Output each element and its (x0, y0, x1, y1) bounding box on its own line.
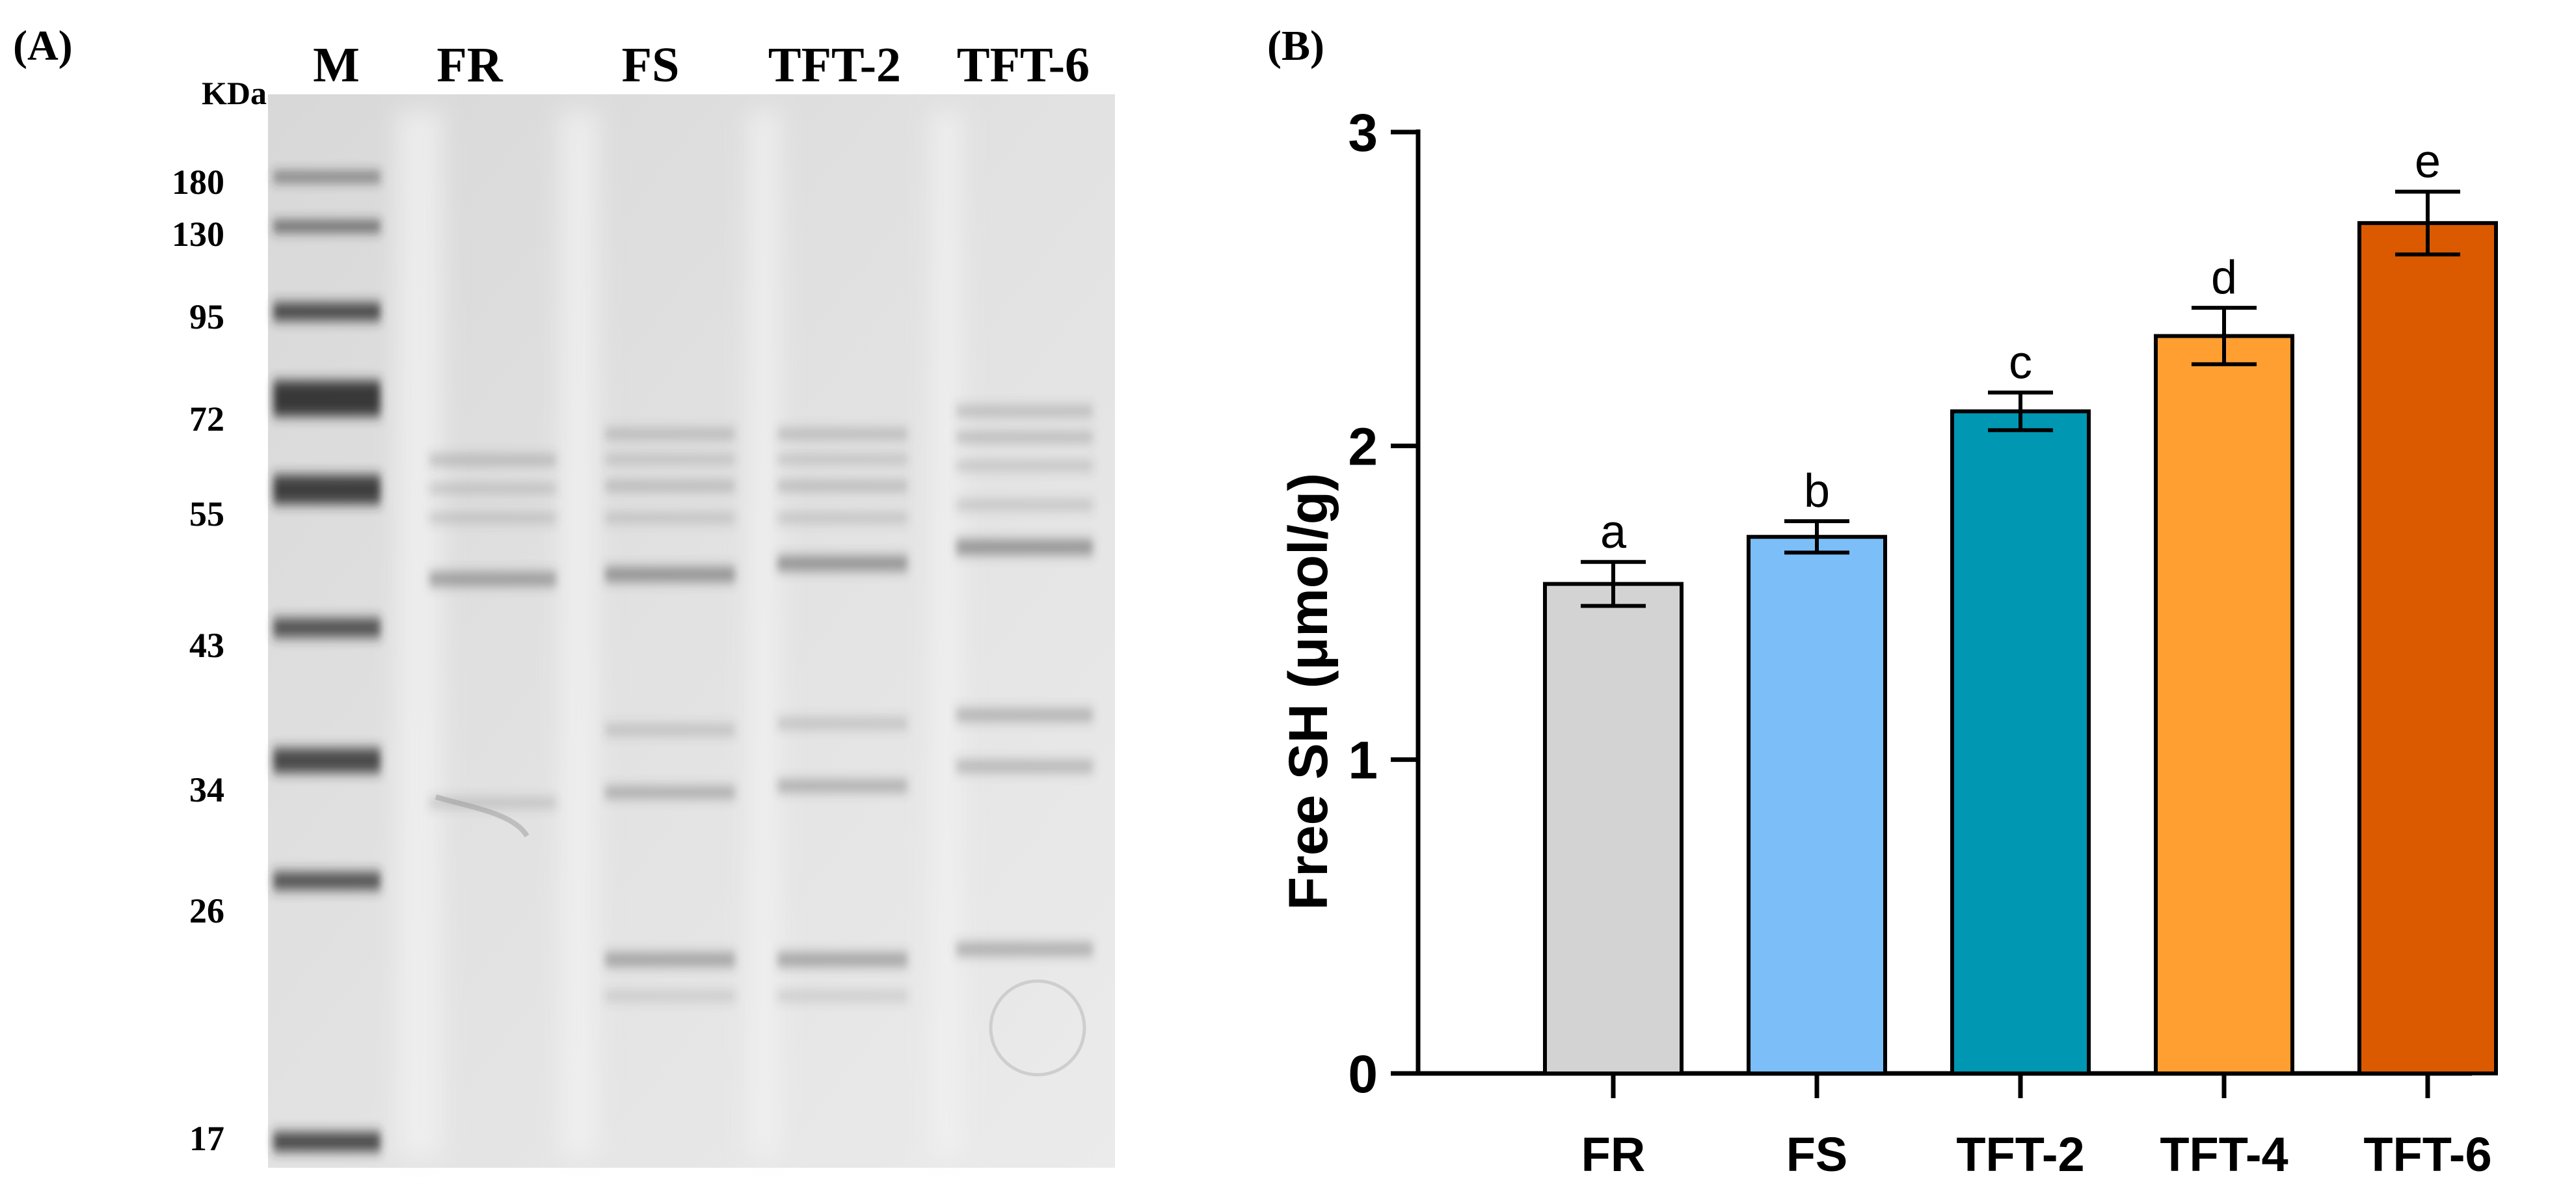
significance-letter: e (2415, 136, 2441, 188)
y-tick-label: 3 (1348, 103, 1378, 163)
category-label: FR (1581, 1127, 1646, 1181)
lane-label-m: M (313, 38, 360, 92)
mw-label-130: 130 (172, 215, 224, 254)
mw-label-34: 34 (189, 770, 224, 809)
category-label: TFT-2 (1956, 1127, 2084, 1181)
mw-label-95: 95 (189, 297, 224, 336)
lane-label-fr: FR (436, 38, 503, 92)
significance-letter: b (1804, 465, 1830, 517)
lane-label-tft-2: TFT-2 (768, 38, 901, 92)
significance-letter: d (2211, 252, 2237, 304)
y-tick-label: 2 (1348, 417, 1378, 476)
chart-plot-area: 0 1 2 3 a FR b FS c TFT-2 d TFT-4 e TFT-6 (1348, 103, 2498, 1181)
y-tick-label: 0 (1348, 1045, 1378, 1104)
panel-b-label: (B) (1267, 22, 1324, 70)
gel-image (268, 94, 1115, 1168)
mw-label-43: 43 (189, 626, 224, 665)
bar-chart-panel: (B) Free SH (μmol/g) 0 1 2 3 a FR b FS c TFT-2 d TF… (1267, 22, 2498, 1181)
kda-unit-label: KDa (202, 75, 267, 111)
mw-label-26: 26 (189, 891, 224, 930)
bar (2154, 334, 2294, 1075)
gel-panel: (A) KDa M FR FS TFT-2 TFT-6 180 130 95 7… (13, 22, 1115, 1168)
mw-label-17: 17 (189, 1119, 224, 1158)
category-label: TFT-6 (2363, 1127, 2491, 1181)
bar (1543, 582, 1684, 1075)
bar (1950, 409, 2091, 1075)
lane-label-tft-6: TFT-6 (957, 38, 1090, 92)
category-label: TFT-4 (2160, 1127, 2288, 1181)
y-tick-label: 1 (1348, 731, 1378, 790)
significance-letter: a (1600, 506, 1627, 558)
lane-label-fs: FS (622, 38, 680, 92)
bar (2357, 221, 2498, 1075)
bar (1747, 535, 1887, 1075)
mw-label-72: 72 (189, 399, 224, 438)
mw-label-55: 55 (189, 494, 224, 533)
panel-a-label: (A) (13, 22, 73, 70)
y-axis-title: Free SH (μmol/g) (1278, 473, 1339, 910)
mw-label-180: 180 (172, 163, 224, 202)
category-label: FS (1786, 1127, 1848, 1181)
significance-letter: c (2009, 336, 2032, 388)
